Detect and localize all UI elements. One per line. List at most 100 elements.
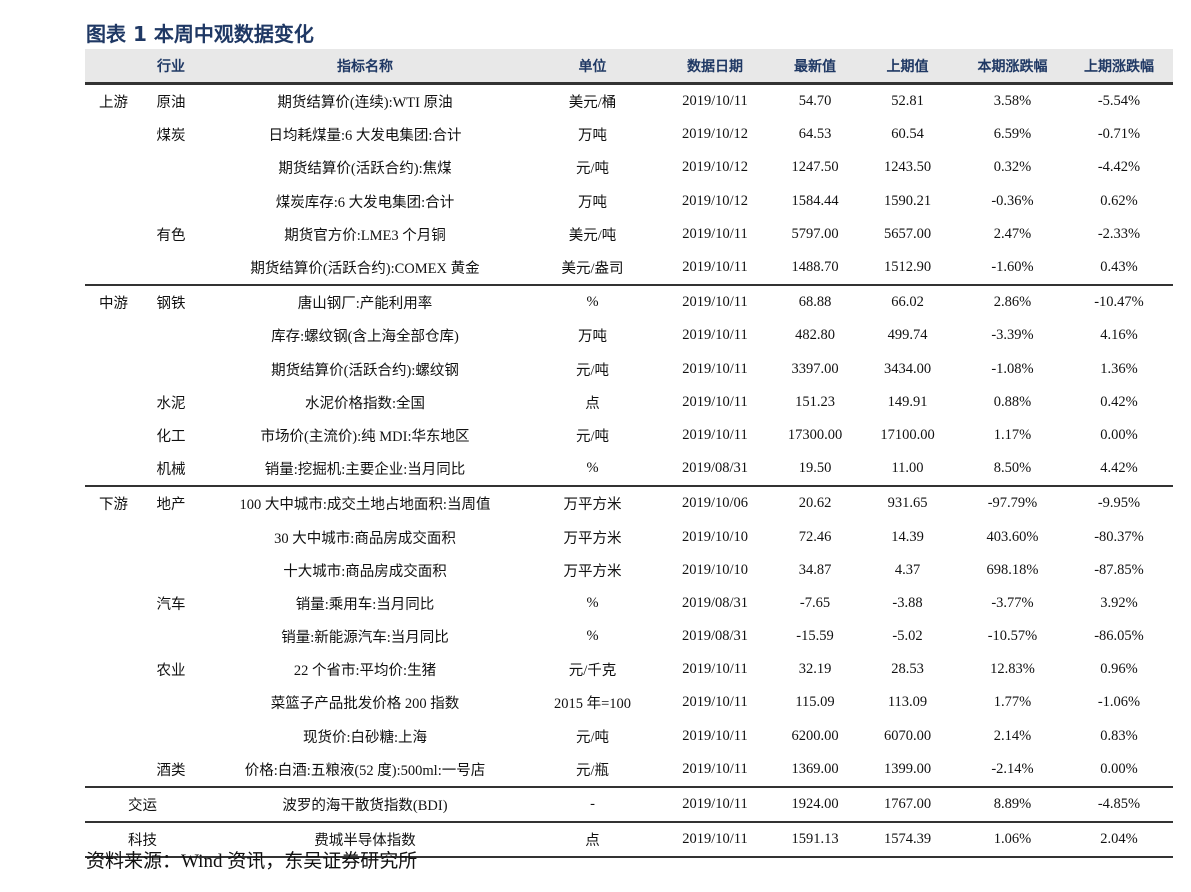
cell-data-date: 2019/10/11: [655, 821, 775, 859]
cell-previous-change: -1.06%: [1097, 694, 1141, 711]
cell-group: 上游: [99, 95, 128, 112]
cell-unit: 点: [585, 395, 600, 412]
cell-previous-change: 0.83%: [1100, 727, 1138, 744]
cell-current-change: 1.77%: [993, 694, 1032, 711]
cell-group: [85, 686, 142, 719]
cell-indicator-name: 22 个省市:平均价:生猪: [293, 663, 437, 680]
cell-industry: [142, 520, 200, 553]
cell-current-change: 403.60%: [986, 528, 1039, 545]
cell-previous-value: 17100.00: [880, 426, 935, 443]
cell-latest-value: 1584.44: [791, 192, 839, 209]
cell-previous-change: 0.62%: [1100, 192, 1138, 209]
cell-indicator-name: 期货官方价:LME3 个月铜: [284, 227, 446, 244]
table-row: 机械 销量:挖掘机:主要企业:当月同比% 2019/08/31 19.50 11.00 8…: [85, 452, 1173, 486]
cell-latest-value: 5797.00: [791, 225, 839, 242]
cell-previous-change: -9.95%: [1065, 485, 1173, 521]
cell-indicator-name: 期货结算价(活跃合约):COMEX 黄金: [250, 261, 480, 278]
cell-indicator-name: 期货结算价(连续):WTI 原油: [277, 95, 453, 112]
cell-previous-value: 6070.00: [883, 727, 932, 744]
column-header-industry: 行业: [142, 49, 200, 85]
cell-latest-value: 32.19: [798, 661, 832, 678]
cell-data-date: 2019/10/11: [682, 694, 748, 711]
cell-current-change: -3.77%: [991, 594, 1034, 611]
cell-previous-change: 1.36%: [1100, 360, 1138, 377]
cell-previous-change: 0.42%: [1100, 393, 1138, 410]
column-header-unit: 单位: [530, 49, 655, 85]
table-row: 科技 费城半导体指数点 2019/10/11 1591.13 1574.39 1.06% 2…: [85, 821, 1173, 859]
cell-latest-value: 64.53: [798, 126, 832, 143]
cell-latest-value: -15.59: [796, 628, 834, 645]
cell-unit: -: [530, 785, 655, 823]
cell-data-date: 2019/10/11: [682, 225, 748, 242]
cell-unit: 美元/盎司: [561, 261, 624, 278]
cell-indicator-name: 煤炭库存:6 大发电集团:合计: [275, 194, 455, 211]
cell-data-date: 2019/10/12: [681, 159, 749, 176]
cell-group: [85, 218, 142, 251]
cell-latest-value: 1488.70: [791, 259, 839, 276]
cell-indicator-name: 30 大中城市:商品房成交面积: [274, 530, 456, 547]
cell-current-change: 0.88%: [993, 393, 1032, 410]
cell-group: [85, 251, 142, 285]
cell-current-change: 2.14%: [993, 727, 1032, 744]
cell-unit: %: [586, 460, 599, 477]
cell-latest-value: 482.80: [795, 327, 835, 344]
cell-group: 中游: [85, 284, 142, 320]
table-row: 下游 地产 100 大中城市:成交土地占地面积:当周值 万平方米 2019/10/06 2…: [85, 485, 1173, 521]
cell-indicator-name: 波罗的海干散货指数(BDI): [200, 785, 530, 823]
cell-data-date: 2019/08/31: [681, 460, 749, 477]
cell-industry: 有色: [156, 227, 186, 244]
cell-latest-value: 54.70: [798, 93, 832, 110]
cell-unit: %: [530, 284, 655, 320]
cell-data-date: 2019/10/11: [682, 426, 748, 443]
cell-indicator-name: 唐山钢厂:产能利用率: [200, 284, 530, 320]
cell-industry: 酒类: [156, 762, 186, 779]
cell-previous-change: -0.71%: [1097, 126, 1141, 143]
cell-industry: [142, 620, 200, 653]
cell-industry: [142, 151, 200, 184]
cell-industry: 原油: [156, 95, 186, 112]
table-row: 有色 期货官方价:LME3 个月铜 美元/吨 2019/10/11 5797.00 565…: [85, 218, 1173, 251]
cell-previous-value: 1243.50: [883, 159, 932, 176]
cell-previous-value: 1590.21: [883, 192, 932, 209]
table-row: 期货结算价(活跃合约):焦煤 元/吨 2019/10/12 1247.50 1243.5…: [85, 151, 1173, 184]
cell-industry: [142, 686, 200, 719]
cell-data-date: 2019/10/11: [655, 284, 775, 320]
cell-previous-value: 5657.00: [883, 225, 932, 242]
cell-latest-value: 115.09: [795, 694, 835, 711]
cell-data-date: 2019/10/11: [682, 393, 748, 410]
cell-group: [85, 753, 142, 787]
table-row: 期货结算价(活跃合约):COMEX 黄金 美元/盎司 2019/10/11 1488.…: [85, 251, 1173, 285]
cell-latest-value: 3397.00: [791, 360, 839, 377]
cell-current-change: 698.18%: [986, 561, 1039, 578]
cell-indicator-name: 水泥价格指数:全国: [304, 395, 426, 412]
table-row: 交运 波罗的海干散货指数(BDI) -2019/10/11 1924.00 1767.0…: [85, 785, 1173, 823]
column-header-latest-value: 最新值: [775, 49, 855, 85]
cell-current-change: 2.47%: [993, 225, 1032, 242]
cell-previous-value: 14.39: [891, 528, 924, 545]
cell-industry: 化工: [156, 428, 186, 445]
column-header-current-change: 本期涨跌幅: [960, 49, 1065, 85]
cell-current-change: 2.86%: [960, 284, 1065, 320]
cell-data-date: 2019/10/10: [681, 528, 749, 545]
cell-indicator-name: 期货结算价(活跃合约):螺纹钢: [271, 362, 459, 379]
cell-previous-value: 3434.00: [883, 360, 932, 377]
cell-previous-change: -80.37%: [1094, 528, 1144, 545]
cell-group: 交运: [85, 785, 200, 823]
cell-current-change: 0.32%: [993, 159, 1032, 176]
cell-unit: 万平方米: [530, 485, 655, 521]
cell-data-date: 2019/10/12: [681, 126, 749, 143]
cell-industry: [142, 720, 200, 753]
table-row: 30 大中城市:商品房成交面积 万平方米 2019/10/10 72.46 14.39 4…: [85, 520, 1173, 553]
cell-data-date: 2019/10/11: [682, 727, 748, 744]
cell-current-change: -0.36%: [991, 192, 1034, 209]
cell-indicator-name: 菜篮子产品批发价格 200 指数: [270, 696, 460, 713]
cell-group: [85, 653, 142, 686]
cell-latest-value: 151.23: [795, 393, 835, 410]
cell-unit: 元/吨: [575, 729, 610, 746]
cell-latest-value: 34.87: [798, 561, 832, 578]
cell-previous-value: 499.74: [887, 327, 928, 344]
cell-unit: 万吨: [578, 329, 607, 346]
cell-previous-change: 0.00%: [1100, 426, 1138, 443]
cell-previous-value: 52.81: [891, 93, 924, 110]
macro-data-table: 行业 指标名称 单位 数据日期 最新值 上期值 本期涨跌幅 上期涨跌幅 上游 原油 期货结算价(连…: [85, 49, 1173, 859]
